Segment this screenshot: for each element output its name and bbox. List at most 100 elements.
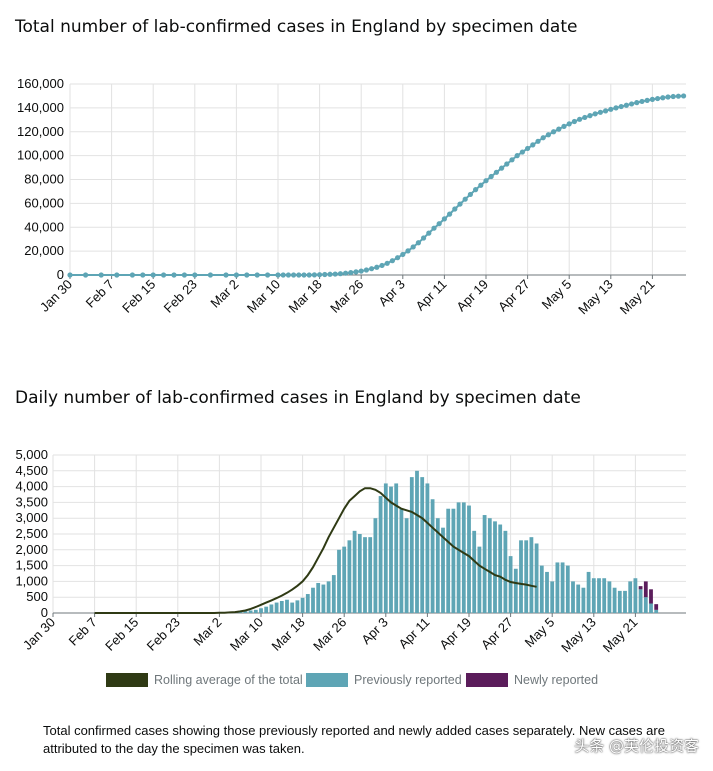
chart-1-x-tick-label: Apr 27 (495, 277, 533, 315)
chart-1-x-tick-label: Feb 15 (119, 277, 158, 316)
chart-2-bar-previously (534, 543, 539, 613)
chart-1-point (525, 145, 531, 152)
chart-2-bar-previously (269, 604, 274, 613)
chart-2-rolling-average-line (94, 487, 537, 614)
chart-1-point (587, 113, 593, 119)
chart-1-point (207, 272, 213, 278)
chart-1-point (670, 93, 676, 100)
chart-1-point (363, 267, 369, 273)
chart-2-bar-previously (352, 530, 357, 613)
chart-1-point (98, 272, 104, 278)
chart-2-bar-newly (649, 589, 653, 604)
chart-1-point (421, 235, 427, 241)
chart-1-point (384, 260, 390, 266)
chart-1-point (629, 101, 635, 107)
legend-rolling-swatch (106, 673, 148, 687)
chart-2-x-tick-label: Apr 27 (478, 615, 516, 653)
legend-newly-swatch (466, 673, 508, 687)
chart-1-point (405, 248, 411, 254)
chart-2-x-tick-label: Feb 23 (144, 615, 183, 654)
chart-2-bar-previously (498, 524, 503, 613)
chart-1-point (426, 230, 432, 236)
chart-1-point (114, 272, 120, 278)
chart-1-y-tick-label: 100,000 (17, 148, 64, 163)
chart-1-point (415, 240, 421, 246)
chart-1-point (592, 111, 598, 117)
chart-1-point (129, 272, 135, 278)
chart-2-x-tick-label: Jan 30 (20, 615, 58, 653)
chart-2-bar-previously (451, 508, 456, 613)
chart-2-bar-previously (430, 499, 435, 613)
chart-2-bar-previously (487, 518, 492, 613)
chart-1-x-tick-label: Apr 19 (453, 277, 491, 315)
chart-1-point (681, 93, 687, 99)
chart-1-x-tick-label: Mar 2 (207, 277, 241, 311)
chart-2-bar-newly (643, 581, 648, 598)
chart-1-y-tick-label: 140,000 (17, 100, 64, 115)
chart-1-y-tick-label: 40,000 (24, 219, 64, 234)
chart-2-bar-previously (243, 611, 248, 613)
chart-2-bar-previously (389, 486, 393, 613)
chart-2-bar-previously (545, 571, 549, 613)
chart-2-y-tick-label: 2,000 (15, 542, 48, 557)
chart-1-point (493, 169, 499, 175)
chart-2-bar-previously (607, 581, 612, 613)
chart-1-point (462, 196, 468, 202)
chart-2-y-tick-label: 500 (26, 589, 48, 604)
chart-1-point (613, 105, 619, 111)
chart-2-bar-previously (633, 578, 638, 613)
chart-2-y-tick-label: 3,500 (15, 494, 48, 509)
chart-1-point (441, 216, 447, 222)
legend-rolling[interactable]: Rolling average of the total (106, 672, 303, 688)
chart-2-bar-previously (326, 581, 331, 613)
chart-2-bar-previously (555, 562, 560, 613)
chart-2-bar-previously (508, 556, 513, 613)
legend-newly[interactable]: Newly reported (466, 672, 598, 688)
legend-previously-label: Previously reported (354, 673, 462, 687)
chart-1-point (603, 108, 609, 114)
chart-1-point (410, 244, 416, 250)
chart-1-point (540, 135, 546, 141)
chart-2-bar-previously (571, 581, 575, 613)
chart-2-bar-previously (461, 502, 466, 613)
legend-previously[interactable]: Previously reported (306, 672, 462, 688)
chart-1-point (504, 161, 510, 167)
chart-2-bar-previously (259, 608, 263, 613)
chart-2-bar-previously (560, 562, 565, 613)
chart-1-point (545, 132, 552, 138)
chart-1-point (161, 272, 167, 278)
chart-1-x-tick-label: Mar 26 (327, 277, 366, 316)
chart-2-y-tick-label: 4,500 (15, 463, 48, 478)
chart-2-bar-previously (503, 530, 508, 613)
chart-1-y-tick-label: 20,000 (24, 243, 64, 258)
chart-1-point (322, 271, 328, 278)
chart-1-point (509, 157, 515, 163)
chart-2-x-tick-label: Apr 11 (396, 615, 433, 652)
chart-2-y-tick-label: 3,000 (15, 510, 48, 525)
chart-1-point (83, 272, 89, 278)
chart-1-point (660, 95, 666, 101)
chart-1-point (561, 123, 567, 129)
chart-1-point (597, 109, 604, 115)
chart-2-bar-previously (617, 590, 622, 613)
chart-2-bar-previously (456, 502, 461, 613)
chart-2-bar-previously (394, 483, 399, 613)
chart-2-bar-previously (591, 578, 596, 613)
chart-1-point (452, 206, 458, 212)
chart-1-point (467, 191, 473, 198)
chart-1-point (337, 271, 343, 277)
chart-2-bar-previously (467, 505, 471, 613)
legend-newly-label: Newly reported (514, 673, 599, 687)
chart-1-point (306, 272, 312, 278)
chart-2-y-tick-label: 5,000 (15, 447, 48, 462)
chart-2-bar-previously (441, 527, 445, 613)
chart-2-bar-newly (638, 586, 643, 590)
chart-2-bar-previously (420, 477, 425, 613)
chart-2-bar-previously (482, 515, 487, 613)
chart-2-bar-previously (264, 606, 269, 613)
chart-1-point (332, 271, 338, 277)
chart-2-x-tick-label: Feb 7 (66, 615, 100, 649)
chart-1-point (353, 269, 359, 275)
chart-1-x-tick-label: May 13 (575, 277, 616, 318)
chart-2-y-tick-label: 1,500 (15, 558, 48, 573)
